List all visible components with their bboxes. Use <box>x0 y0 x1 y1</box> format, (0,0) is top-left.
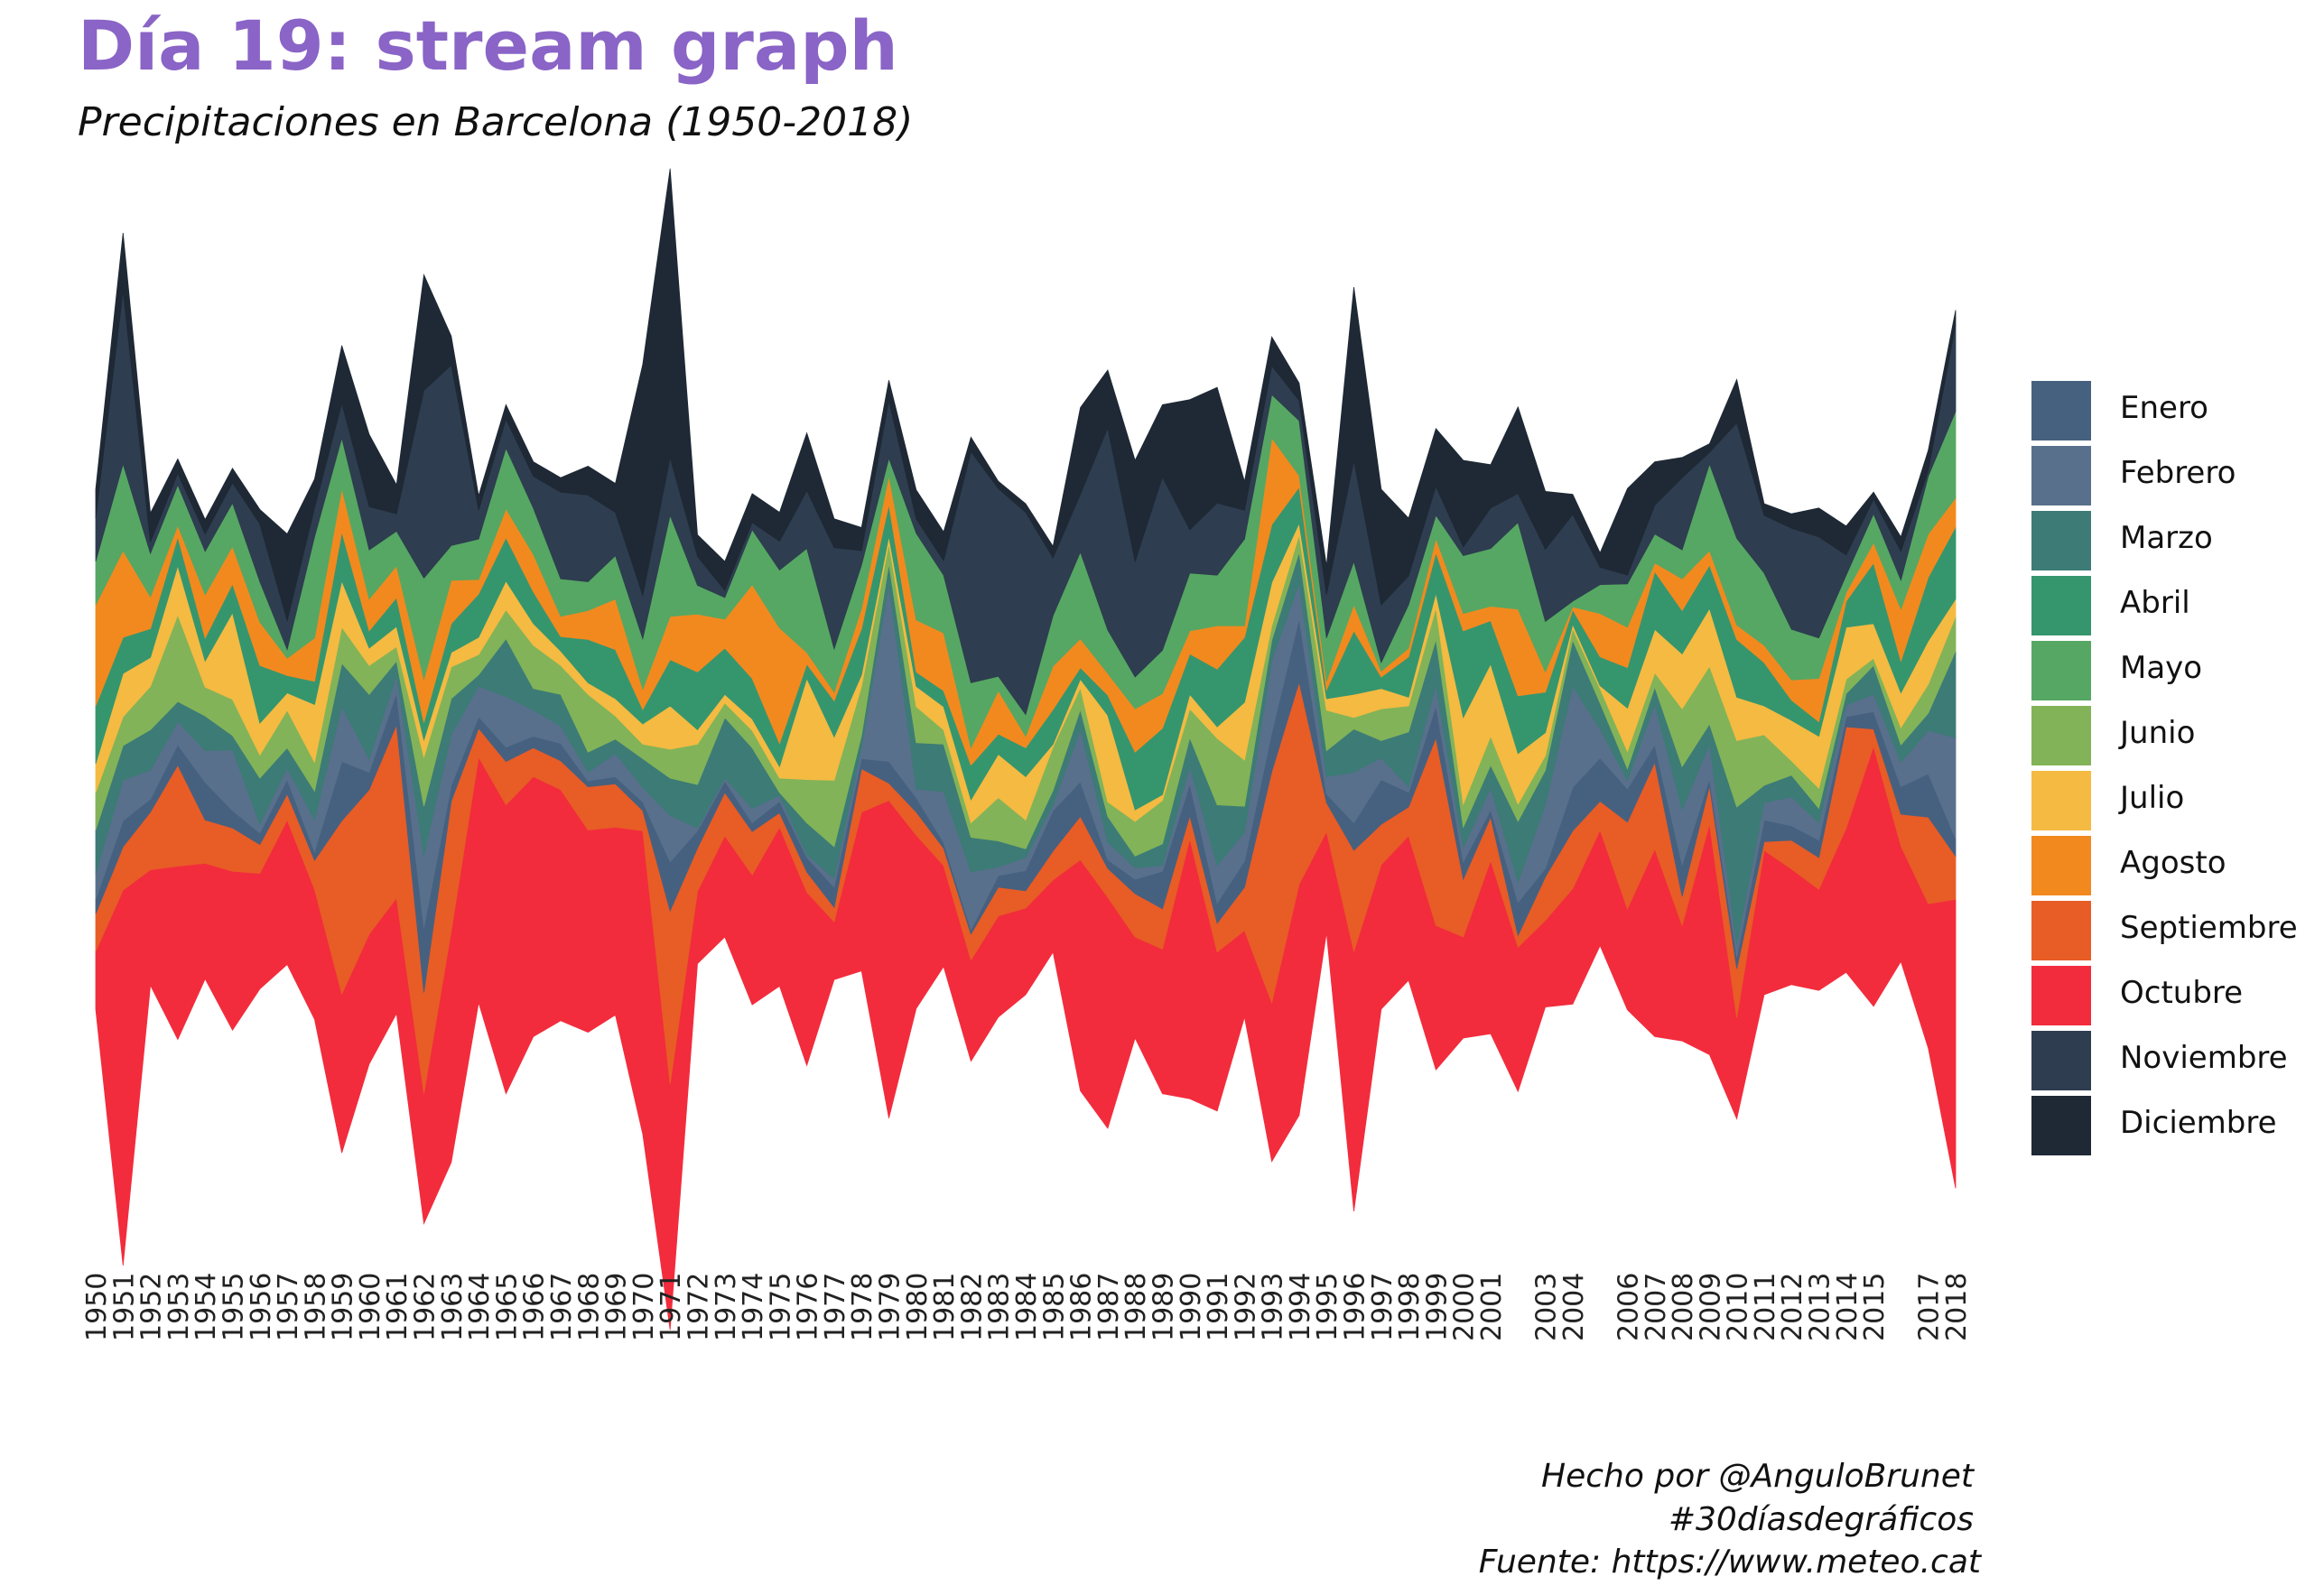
x-tick-label: 1984 <box>1011 1273 1043 1341</box>
x-tick-label: 1957 <box>273 1273 304 1341</box>
x-tick-label: 2009 <box>1695 1273 1726 1341</box>
x-tick-label: 1963 <box>437 1273 469 1341</box>
legend-key <box>2031 511 2091 570</box>
x-tick-label: 1971 <box>655 1273 687 1341</box>
x-tick-label: 2004 <box>1558 1273 1590 1341</box>
x-tick-label: 1962 <box>410 1273 442 1341</box>
x-tick-label: 2015 <box>1859 1273 1891 1341</box>
x-tick-label: 1992 <box>1230 1273 1261 1341</box>
page-subtitle: Precipitaciones en Barcelona (1950-2018) <box>78 99 914 145</box>
x-tick-label: 1983 <box>984 1273 1016 1341</box>
caption-source: Fuente: https://www.meteo.cat <box>1478 1544 1981 1581</box>
x-tick-label: 1991 <box>1203 1273 1234 1341</box>
x-tick-label: 1967 <box>546 1273 578 1341</box>
x-tick-label: 1953 <box>163 1273 195 1341</box>
stream-layer-diciembre <box>95 168 1957 623</box>
legend-label: Septiembre <box>2120 910 2298 946</box>
legend-key <box>2031 706 2091 765</box>
legend-label: Junio <box>2120 715 2196 751</box>
x-tick-label: 1959 <box>328 1273 359 1341</box>
x-tick-label: 2014 <box>1832 1273 1864 1341</box>
legend-label: Octubre <box>2120 975 2244 1011</box>
x-tick-label: 1995 <box>1312 1273 1343 1341</box>
caption-author: Hecho por @AnguloBrunet <box>1541 1458 1974 1495</box>
x-tick-label: 1985 <box>1038 1273 1070 1341</box>
x-tick-label: 1982 <box>956 1273 988 1341</box>
x-tick-label: 1975 <box>765 1273 796 1341</box>
x-tick-label: 1986 <box>1066 1273 1098 1341</box>
page-title: Día 19: stream graph <box>78 5 898 86</box>
x-tick-label: 1978 <box>847 1273 878 1341</box>
x-tick-label: 1987 <box>1093 1273 1125 1341</box>
x-tick-label: 1973 <box>711 1273 742 1341</box>
legend-key <box>2031 836 2091 895</box>
x-tick-label: 1989 <box>1148 1273 1180 1341</box>
x-tick-label: 2000 <box>1449 1273 1481 1341</box>
legend-label: Abril <box>2120 585 2190 621</box>
x-tick-label: 1999 <box>1421 1273 1453 1341</box>
x-tick-label: 1998 <box>1394 1273 1426 1341</box>
legend-key <box>2031 966 2091 1025</box>
x-tick-label: 2001 <box>1476 1273 1508 1341</box>
x-tick-label: 1970 <box>628 1273 660 1341</box>
x-tick-label: 2006 <box>1613 1273 1645 1341</box>
legend-key <box>2031 641 2091 700</box>
x-tick-label: 1956 <box>246 1273 277 1341</box>
legend-key <box>2031 901 2091 960</box>
legend-key <box>2031 381 2091 440</box>
x-tick-label: 1997 <box>1367 1273 1399 1341</box>
x-tick-label: 2008 <box>1668 1273 1699 1341</box>
x-tick-label: 1972 <box>683 1273 715 1341</box>
x-tick-label: 1955 <box>218 1273 250 1341</box>
x-tick-label: 1980 <box>902 1273 934 1341</box>
caption-hashtag: #30díasdegráficos <box>1668 1501 1974 1538</box>
x-tick-label: 1954 <box>191 1273 222 1341</box>
x-tick-label: 1965 <box>491 1273 523 1341</box>
x-tick-label: 1952 <box>136 1273 168 1341</box>
legend-label: Mayo <box>2120 650 2203 686</box>
x-tick-label: 1988 <box>1120 1273 1152 1341</box>
x-tick-label: 2017 <box>1914 1273 1946 1341</box>
x-tick-label: 1996 <box>1340 1273 1371 1341</box>
legend-label: Noviembre <box>2120 1040 2288 1076</box>
legend-label: Enero <box>2120 390 2208 426</box>
legend-label: Julio <box>2120 780 2185 816</box>
legend-label: Agosto <box>2120 845 2226 881</box>
x-tick-label: 2010 <box>1723 1273 1754 1341</box>
legend-key <box>2031 446 2091 505</box>
x-tick-label: 1968 <box>573 1273 605 1341</box>
legend-key <box>2031 1096 2091 1155</box>
x-tick-label: 1960 <box>355 1273 386 1341</box>
x-tick-label: 1966 <box>519 1273 551 1341</box>
x-tick-label: 2003 <box>1531 1273 1563 1341</box>
legend-key <box>2031 771 2091 830</box>
x-tick-label: 2011 <box>1750 1273 1781 1341</box>
legend-label: Diciembre <box>2120 1105 2277 1141</box>
x-tick-label: 1979 <box>875 1273 906 1341</box>
x-tick-label: 1950 <box>81 1273 113 1341</box>
legend-key <box>2031 1031 2091 1090</box>
legend-key <box>2031 576 2091 635</box>
x-tick-label: 1993 <box>1258 1273 1289 1341</box>
x-tick-label: 1951 <box>108 1273 140 1341</box>
x-tick-label: 1981 <box>929 1273 961 1341</box>
x-tick-label: 1958 <box>300 1273 331 1341</box>
x-tick-label: 1976 <box>793 1273 824 1341</box>
legend-label: Febrero <box>2120 455 2236 491</box>
x-tick-label: 2013 <box>1805 1273 1836 1341</box>
x-tick-label: 1969 <box>601 1273 633 1341</box>
legend-label: Marzo <box>2120 520 2213 556</box>
x-tick-label: 1964 <box>464 1273 496 1341</box>
x-tick-label: 1994 <box>1285 1273 1316 1341</box>
x-tick-label: 2012 <box>1777 1273 1808 1341</box>
x-tick-label: 1977 <box>820 1273 851 1341</box>
x-tick-label: 2007 <box>1641 1273 1672 1341</box>
x-tick-label: 2018 <box>1941 1273 1973 1341</box>
x-tick-label: 1974 <box>738 1273 769 1341</box>
x-tick-label: 1990 <box>1176 1273 1207 1341</box>
x-tick-label: 1961 <box>382 1273 414 1341</box>
